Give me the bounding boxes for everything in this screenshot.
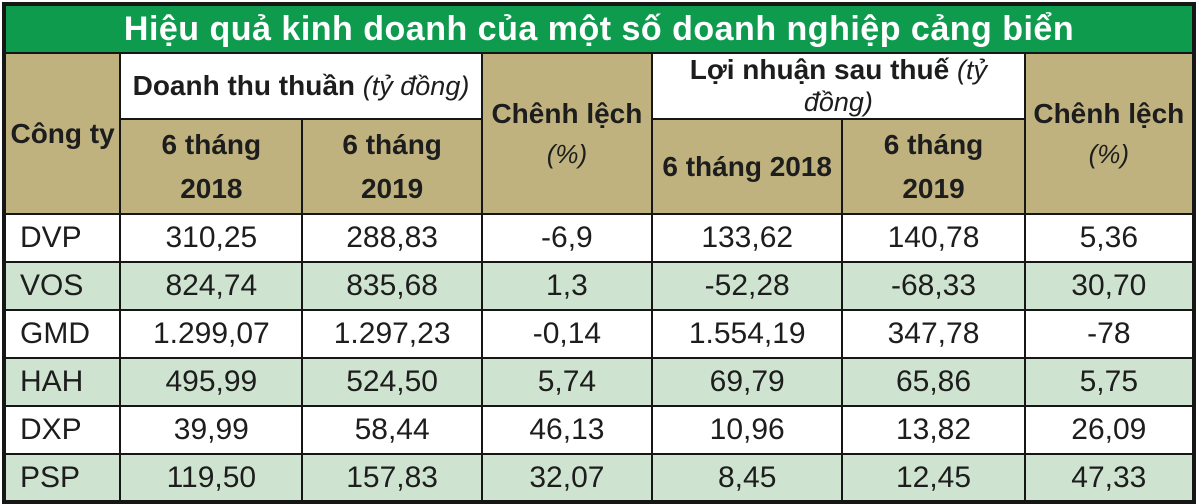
value-cell: 1.297,23 (301, 309, 483, 359)
value-cell: 347,78 (841, 309, 1026, 359)
value-cell: 157,83 (301, 453, 483, 503)
value-cell: 58,44 (301, 405, 483, 455)
value-cell: -68,33 (841, 261, 1026, 311)
value-cell: -6,9 (480, 213, 654, 263)
table-title: Hiệu quả kinh doanh của một số doanh ngh… (3, 3, 1195, 54)
company-cell: DXP (2, 405, 122, 455)
value-cell: 32,07 (480, 453, 654, 503)
value-cell: 1,3 (480, 261, 654, 311)
revenue-diff-label: Chênh lệch (491, 98, 643, 129)
value-cell: 26,09 (1023, 405, 1196, 455)
col-header-profit-2019: 6 tháng 2019 (841, 118, 1026, 215)
value-cell: 1.299,07 (119, 309, 304, 359)
table-row: DXP 39,99 58,44 46,13 10,96 13,82 26,09 (2, 405, 1196, 455)
value-cell: 69,79 (651, 357, 844, 407)
value-cell: -0,14 (480, 309, 654, 359)
profit-group-unit: (tỷ đồng) (803, 55, 987, 117)
value-cell: 12,45 (841, 453, 1026, 503)
col-group-revenue: Doanh thu thuần (tỷ đồng) (119, 52, 483, 120)
revenue-group-label: Doanh thu thuần (132, 70, 355, 101)
header-group-row: Công ty Doanh thu thuần (tỷ đồng) Chênh … (2, 52, 1196, 215)
table-row: VOS 824,74 835,68 1,3 -52,28 -68,33 30,7… (2, 261, 1196, 311)
value-cell: 835,68 (301, 261, 483, 311)
value-cell: 288,83 (301, 213, 483, 263)
value-cell: 5,75 (1023, 357, 1196, 407)
value-cell: 46,13 (480, 405, 654, 455)
col-header-company: Công ty (2, 52, 122, 215)
profit-diff-label: Chênh lệch (1033, 98, 1185, 129)
value-cell: -52,28 (651, 261, 844, 311)
col-header-revenue-diff: Chênh lệch (%) (480, 52, 654, 215)
value-cell: 5,36 (1023, 213, 1196, 263)
value-cell: 524,50 (301, 357, 483, 407)
value-cell: -78 (1023, 309, 1196, 359)
company-cell: DVP (2, 213, 122, 263)
revenue-group-unit: (tỷ đồng) (362, 71, 470, 101)
col-group-profit: Lợi nhuận sau thuế (tỷ đồng) (651, 52, 1026, 120)
value-cell: 495,99 (119, 357, 304, 407)
col-header-revenue-2019: 6 tháng 2019 (301, 118, 483, 215)
value-cell: 133,62 (651, 213, 844, 263)
value-cell: 30,70 (1023, 261, 1196, 311)
company-cell: VOS (2, 261, 122, 311)
col-header-revenue-2018: 6 tháng 2018 (119, 118, 304, 215)
value-cell: 47,33 (1023, 453, 1196, 503)
table-title-row: Hiệu quả kinh doanh của một số doanh ngh… (3, 3, 1195, 54)
table-row: HAH 495,99 524,50 5,74 69,79 65,86 5,75 (2, 357, 1196, 407)
company-cell: PSP (2, 453, 122, 503)
profit-group-label: Lợi nhuận sau thuế (689, 54, 950, 85)
col-header-profit-diff: Chênh lệch (%) (1023, 52, 1196, 215)
value-cell: 39,99 (119, 405, 304, 455)
value-cell: 5,74 (480, 357, 654, 407)
value-cell: 140,78 (841, 213, 1026, 263)
company-cell: GMD (2, 309, 122, 359)
header-sub-row: 6 tháng 2018 6 tháng 2019 6 tháng 2018 6… (4, 118, 1194, 215)
value-cell: 10,96 (651, 405, 844, 455)
profit-diff-unit: (%) (1088, 139, 1130, 169)
value-cell: 824,74 (119, 261, 304, 311)
company-cell: HAH (2, 357, 122, 407)
value-cell: 65,86 (841, 357, 1026, 407)
value-cell: 8,45 (651, 453, 844, 503)
table-row: DVP 310,25 288,83 -6,9 133,62 140,78 5,3… (2, 213, 1196, 263)
col-header-profit-2018: 6 tháng 2018 (651, 118, 844, 215)
value-cell: 310,25 (119, 213, 304, 263)
value-cell: 13,82 (841, 405, 1026, 455)
value-cell: 119,50 (119, 453, 304, 503)
value-cell: 1.554,19 (651, 309, 844, 359)
table-row: PSP 119,50 157,83 32,07 8,45 12,45 47,33 (2, 453, 1196, 503)
table-row: GMD 1.299,07 1.297,23 -0,14 1.554,19 347… (2, 309, 1196, 359)
revenue-diff-unit: (%) (546, 139, 588, 169)
